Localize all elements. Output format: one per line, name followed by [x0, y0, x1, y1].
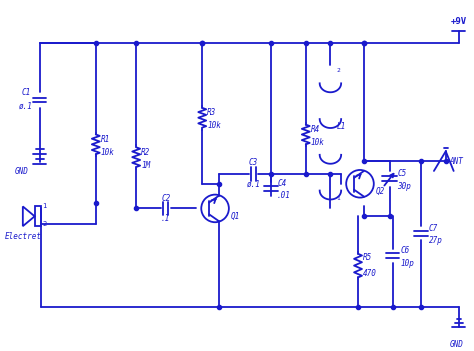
Text: 2: 2	[42, 221, 46, 227]
Text: C2: C2	[161, 194, 170, 203]
Text: .01: .01	[277, 191, 291, 200]
Text: C4: C4	[277, 179, 286, 188]
Text: R3: R3	[207, 108, 217, 117]
Text: 10k: 10k	[310, 138, 325, 147]
Text: R4: R4	[310, 125, 320, 134]
Text: C1: C1	[21, 88, 30, 97]
Text: C3: C3	[249, 158, 258, 167]
Text: 10k: 10k	[207, 121, 221, 130]
Text: GND: GND	[450, 340, 464, 349]
Text: 1M: 1M	[141, 160, 150, 170]
Text: 470: 470	[363, 269, 377, 278]
Text: R2: R2	[141, 148, 150, 157]
Text: ø.1: ø.1	[19, 101, 33, 110]
Text: 27p: 27p	[429, 237, 443, 245]
Text: 10k: 10k	[100, 148, 115, 157]
Text: C6: C6	[401, 246, 410, 255]
Text: GND: GND	[15, 167, 29, 177]
Text: +9V: +9V	[450, 16, 466, 26]
Text: 10p: 10p	[401, 259, 414, 268]
Text: Q2: Q2	[376, 187, 385, 196]
Text: 2: 2	[337, 68, 340, 73]
Text: R5: R5	[363, 253, 372, 262]
Text: ø.1: ø.1	[246, 179, 260, 188]
Text: .1: .1	[161, 214, 170, 223]
Text: 1: 1	[337, 196, 340, 201]
Text: 1: 1	[42, 204, 46, 210]
Text: Q1: Q1	[231, 212, 240, 221]
Text: C5: C5	[397, 170, 407, 178]
Text: L1: L1	[337, 122, 346, 131]
Text: Electret: Electret	[4, 232, 41, 240]
Text: R1: R1	[100, 135, 110, 144]
Text: C7: C7	[429, 224, 438, 233]
Text: ANT: ANT	[450, 157, 464, 166]
Text: 30p: 30p	[397, 182, 411, 191]
